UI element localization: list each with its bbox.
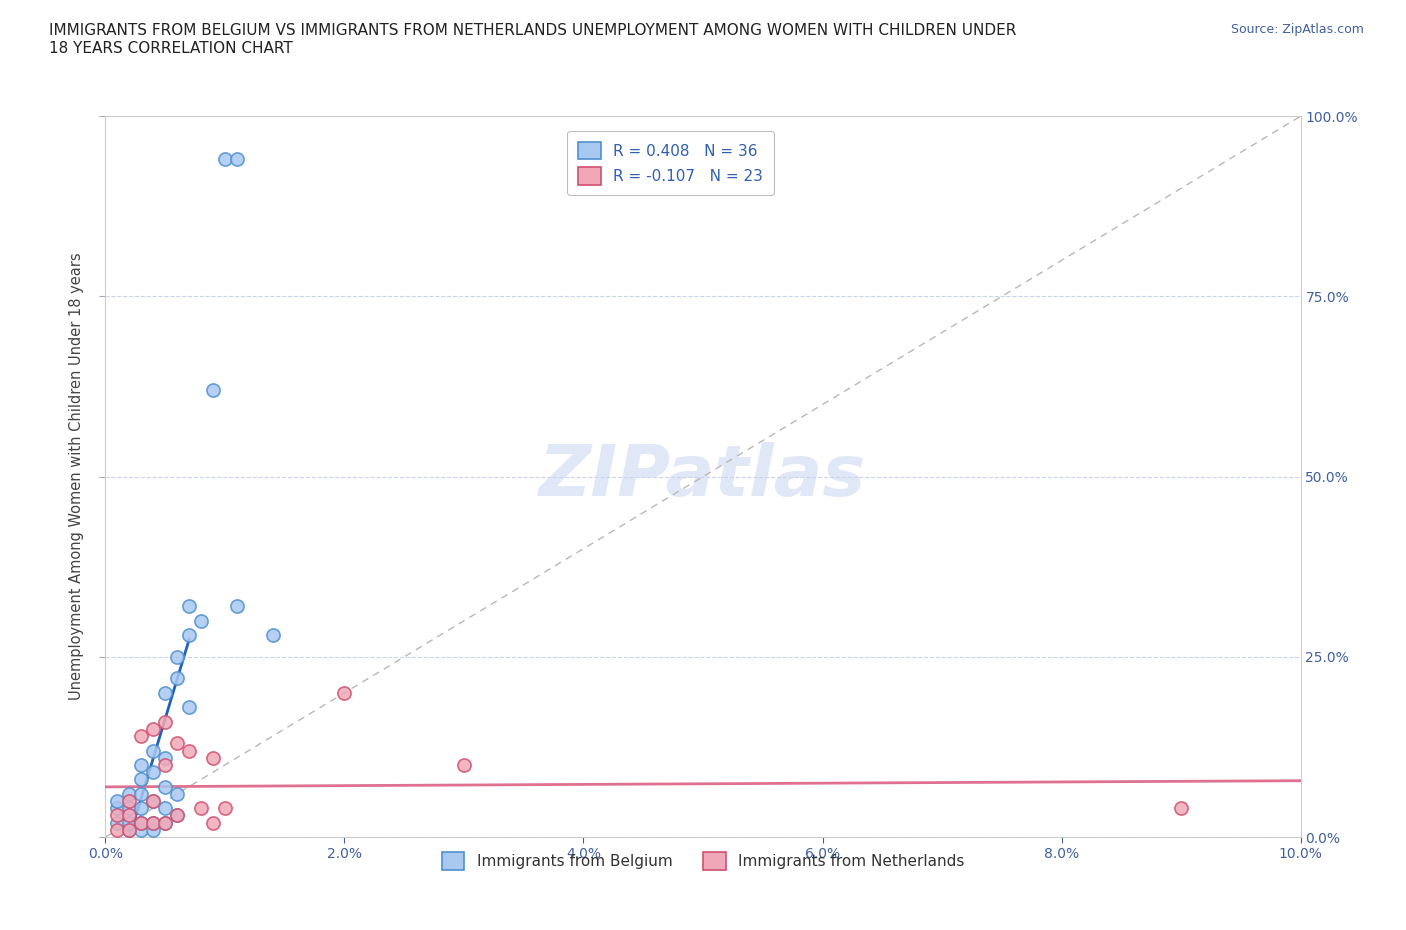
Point xyxy=(155,751,177,765)
Point xyxy=(166,649,188,664)
Point xyxy=(177,628,201,643)
Point xyxy=(155,815,177,830)
Point xyxy=(155,714,177,729)
Point xyxy=(142,815,165,830)
Point xyxy=(107,822,129,837)
Point xyxy=(177,743,201,758)
Point xyxy=(155,815,177,830)
Point xyxy=(118,815,141,830)
Point xyxy=(129,815,153,830)
Point xyxy=(202,751,225,765)
Point xyxy=(129,757,153,772)
Point xyxy=(129,801,153,816)
Point xyxy=(155,685,177,700)
Point xyxy=(1170,801,1192,816)
Point xyxy=(129,822,153,837)
Point xyxy=(177,700,201,715)
Point xyxy=(118,808,141,823)
Point xyxy=(107,808,129,823)
Point xyxy=(118,822,141,837)
Point xyxy=(166,808,188,823)
Point xyxy=(118,801,141,816)
Point xyxy=(214,801,236,816)
Point xyxy=(107,801,129,816)
Legend: Immigrants from Belgium, Immigrants from Netherlands: Immigrants from Belgium, Immigrants from… xyxy=(436,846,970,876)
Point xyxy=(202,815,225,830)
Point xyxy=(142,793,165,808)
Point xyxy=(333,685,356,700)
Point xyxy=(190,801,212,816)
Point xyxy=(155,757,177,772)
Point xyxy=(166,736,188,751)
Point xyxy=(142,764,165,779)
Point xyxy=(190,614,212,629)
Point xyxy=(262,628,284,643)
Point xyxy=(142,793,165,808)
Text: Source: ZipAtlas.com: Source: ZipAtlas.com xyxy=(1230,23,1364,36)
Point xyxy=(225,153,249,167)
Point xyxy=(129,772,153,787)
Point xyxy=(214,153,236,167)
Point xyxy=(142,743,165,758)
Point xyxy=(129,729,153,744)
Text: IMMIGRANTS FROM BELGIUM VS IMMIGRANTS FROM NETHERLANDS UNEMPLOYMENT AMONG WOMEN : IMMIGRANTS FROM BELGIUM VS IMMIGRANTS FR… xyxy=(49,23,1017,56)
Point xyxy=(202,383,225,398)
Point xyxy=(453,757,475,772)
Point xyxy=(155,801,177,816)
Y-axis label: Unemployment Among Women with Children Under 18 years: Unemployment Among Women with Children U… xyxy=(69,253,84,700)
Point xyxy=(129,787,153,802)
Text: ZIPatlas: ZIPatlas xyxy=(540,442,866,512)
Point xyxy=(118,822,141,837)
Point xyxy=(107,815,129,830)
Point xyxy=(129,815,153,830)
Point xyxy=(118,793,141,808)
Point xyxy=(225,599,249,614)
Point xyxy=(142,722,165,737)
Point xyxy=(142,822,165,837)
Point xyxy=(107,793,129,808)
Point xyxy=(118,787,141,802)
Point xyxy=(142,815,165,830)
Point xyxy=(166,787,188,802)
Point xyxy=(166,808,188,823)
Point xyxy=(166,671,188,686)
Point xyxy=(177,599,201,614)
Point xyxy=(155,779,177,794)
